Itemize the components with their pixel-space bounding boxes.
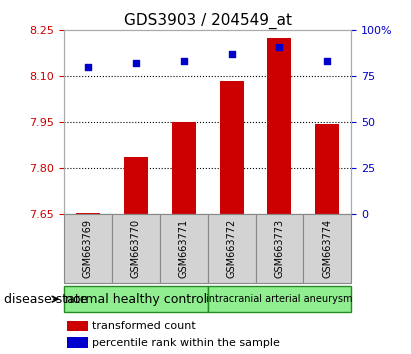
Bar [124,158,148,214]
Point [324,58,331,64]
Bar [67,337,88,348]
Bar [172,122,196,214]
Bar [208,214,256,283]
Title: GDS3903 / 204549_at: GDS3903 / 204549_at [124,12,291,29]
Text: percentile rank within the sample: percentile rank within the sample [92,338,280,348]
Point [276,44,283,50]
Point [84,64,91,70]
Text: normal healthy control: normal healthy control [65,293,207,306]
Point [132,61,139,66]
Bar [256,214,303,283]
Text: GSM663770: GSM663770 [131,219,141,278]
Text: disease state: disease state [4,293,88,306]
Bar [268,38,291,214]
Point [228,51,235,57]
Bar [303,214,351,283]
Bar [76,213,100,214]
Text: intracranial arterial aneurysm: intracranial arterial aneurysm [206,294,353,304]
Text: GSM663774: GSM663774 [323,219,332,278]
Bar [315,124,339,214]
Bar [208,286,351,312]
Bar [67,320,88,331]
Text: GSM663773: GSM663773 [275,219,284,278]
Bar [64,214,112,283]
Bar [112,214,159,283]
Text: transformed count: transformed count [92,321,196,331]
Bar [219,81,243,214]
Text: GSM663772: GSM663772 [226,219,236,278]
Text: GSM663769: GSM663769 [83,219,92,278]
Point [180,58,187,64]
Bar [159,214,208,283]
Text: GSM663771: GSM663771 [179,219,189,278]
Bar [64,286,208,312]
